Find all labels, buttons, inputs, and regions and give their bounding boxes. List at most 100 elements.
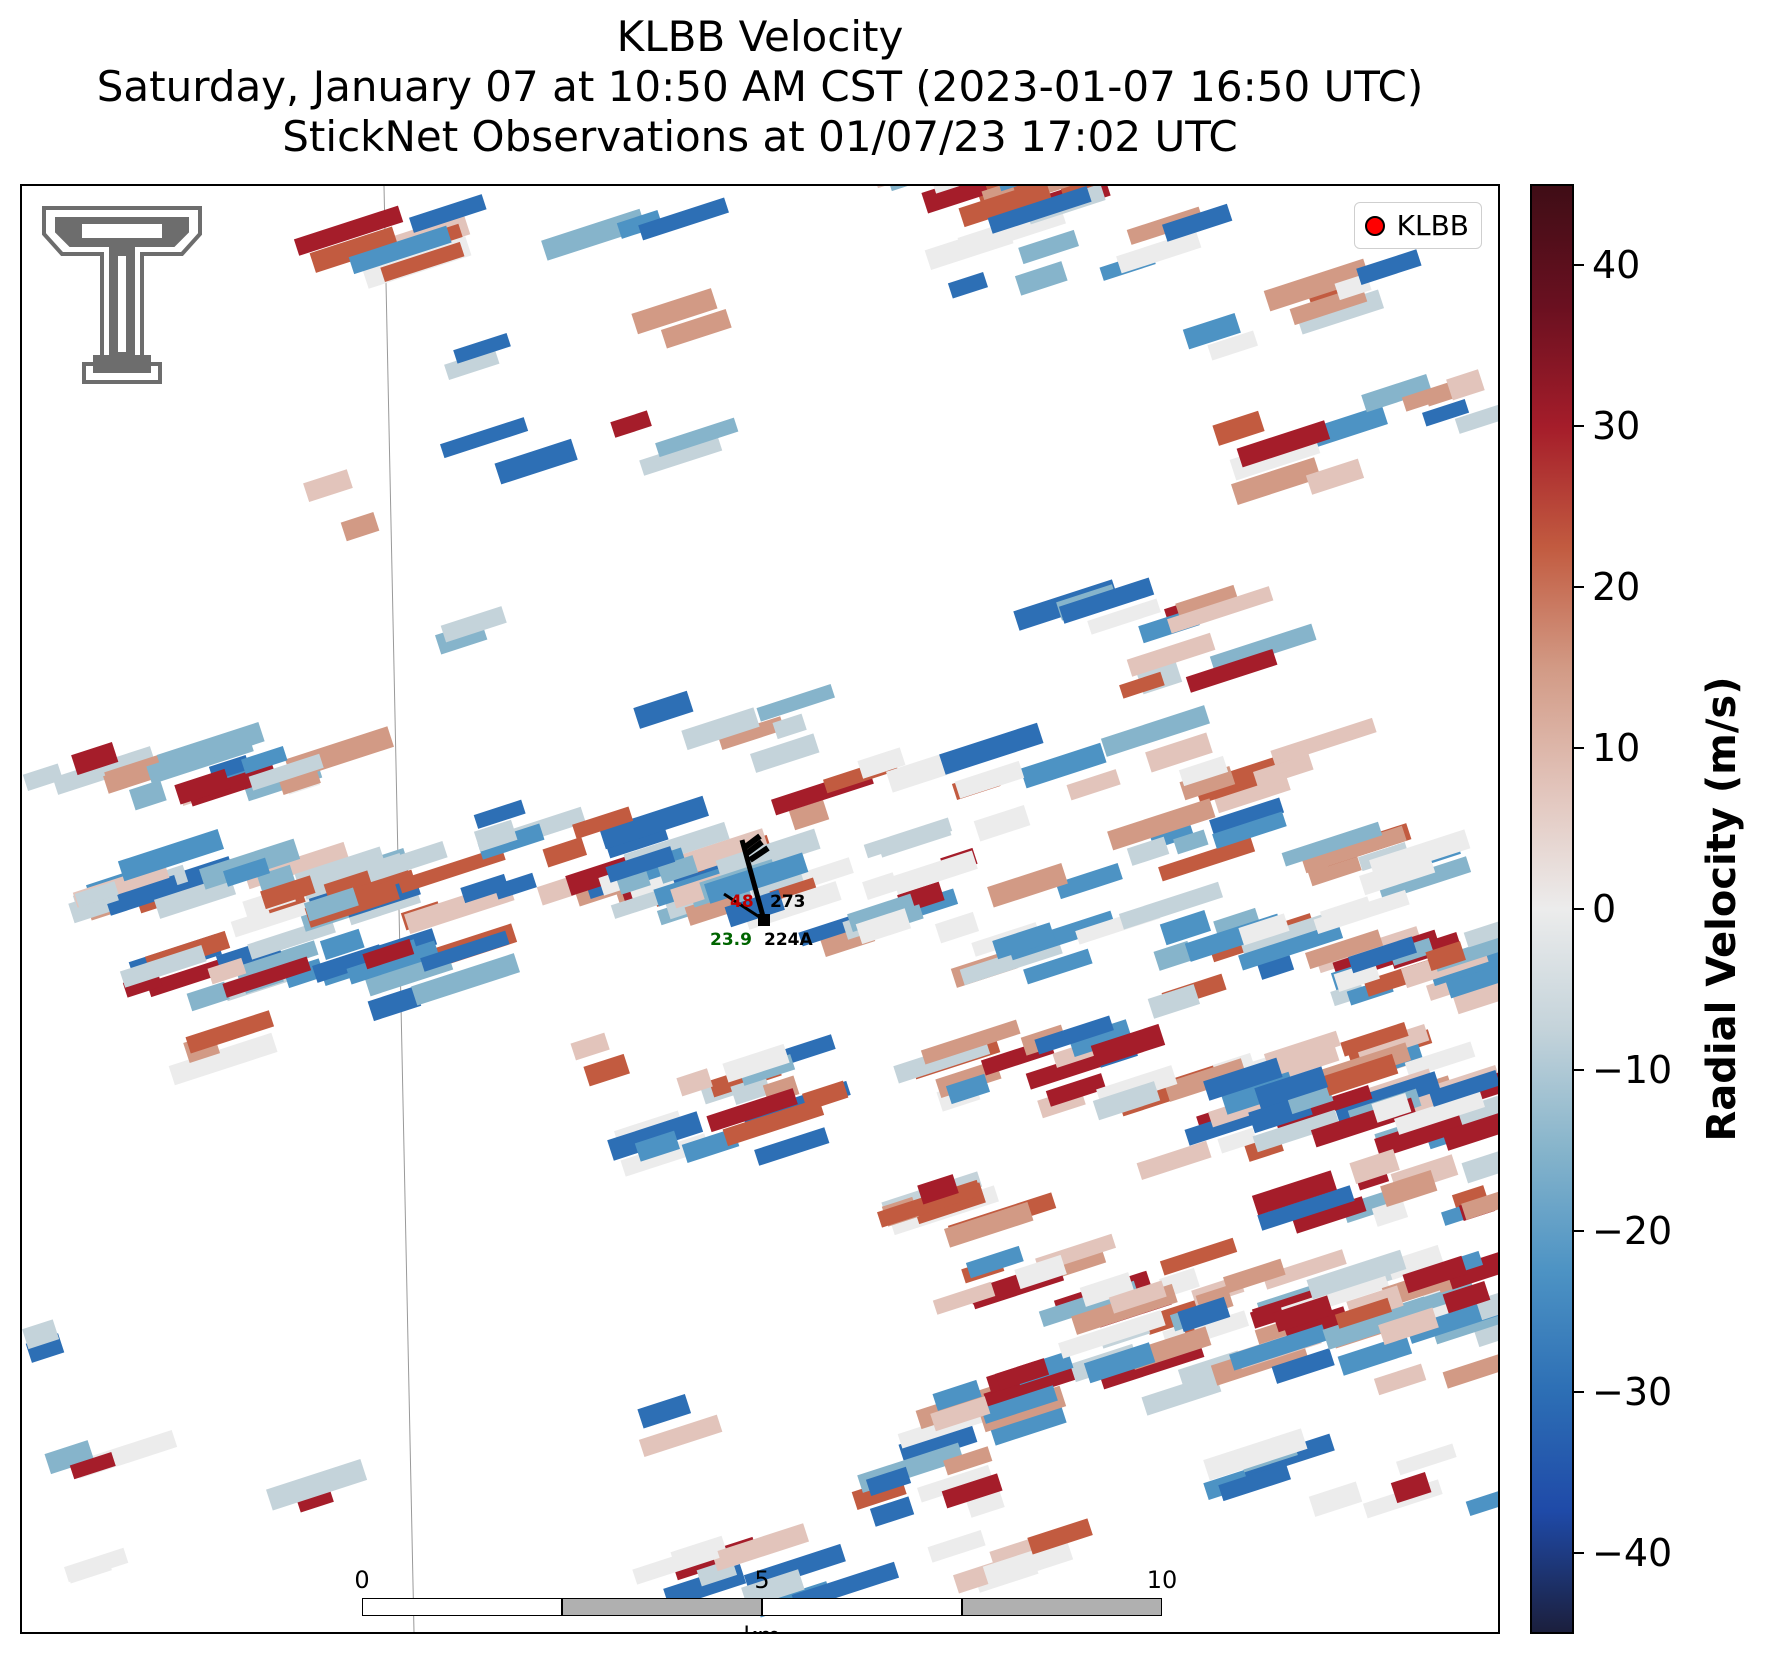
- velocity-gate: [750, 733, 820, 773]
- velocity-gate: [632, 1542, 720, 1585]
- velocity-gate: [1374, 1110, 1469, 1159]
- velocity-gate: [1369, 829, 1471, 880]
- velocity-gate: [869, 1496, 915, 1527]
- velocity-gate: [983, 1365, 1077, 1409]
- velocity-gate: [1238, 913, 1290, 946]
- velocity-gate: [995, 1358, 1050, 1391]
- velocity-gate: [346, 940, 440, 985]
- velocity-gate: [638, 197, 729, 241]
- velocity-gate: [1209, 623, 1317, 673]
- velocity-gate: [1087, 598, 1161, 635]
- radar-map[interactable]: KLBB 48 273 23.9 224A 0 5 10 km: [20, 184, 1500, 1634]
- velocity-gate: [862, 872, 899, 900]
- velocity-colorbar: [1530, 184, 1574, 1634]
- velocity-gate: [1406, 1298, 1498, 1344]
- velocity-gate: [1446, 1241, 1498, 1290]
- velocity-gate: [71, 741, 119, 776]
- velocity-gate: [599, 795, 709, 850]
- velocity-gate: [493, 872, 537, 900]
- velocity-gate: [681, 707, 760, 751]
- velocity-gate: [542, 836, 588, 868]
- velocity-gate: [1058, 577, 1155, 624]
- velocity-gate: [185, 1010, 275, 1054]
- velocity-gate: [927, 1530, 986, 1563]
- velocity-gate: [1380, 1169, 1438, 1208]
- velocity-gate: [711, 1523, 810, 1572]
- velocity-gate: [1308, 1481, 1363, 1517]
- velocity-gate: [610, 410, 652, 438]
- scalebar-tick-5: 5: [754, 1566, 770, 1594]
- velocity-gate: [676, 1068, 713, 1097]
- velocity-gate: [1323, 1053, 1399, 1096]
- velocity-gate: [129, 779, 167, 811]
- velocity-gate: [309, 226, 399, 273]
- colorbar-tick-label: −30: [1592, 1370, 1673, 1415]
- velocity-gate: [954, 760, 1025, 799]
- velocity-gate: [146, 957, 228, 998]
- velocity-gate: [1107, 798, 1216, 851]
- station-plot: [723, 833, 770, 926]
- velocity-gate: [187, 763, 277, 807]
- velocity-gate: [1333, 961, 1380, 992]
- velocity-gate: [1394, 1091, 1485, 1135]
- velocity-gate: [637, 1393, 692, 1429]
- scalebar-segment: [362, 1598, 562, 1616]
- velocity-gate: [607, 1111, 704, 1161]
- velocity-gate: [1396, 1443, 1457, 1476]
- velocity-gate: [898, 1421, 978, 1466]
- velocity-gate: [706, 1088, 798, 1133]
- title-line-1: KLBB Velocity: [616, 12, 904, 61]
- velocity-gate: [1193, 751, 1297, 805]
- velocity-gate: [1126, 632, 1216, 677]
- velocity-gate: [1340, 1021, 1409, 1057]
- velocity-gate: [1442, 1109, 1498, 1151]
- velocity-gate: [52, 746, 156, 795]
- title-line-2: Saturday, January 07 at 10:50 AM CST (20…: [96, 62, 1424, 111]
- scalebar-segment: [962, 1598, 1162, 1616]
- velocity-gate: [1465, 1489, 1498, 1517]
- velocity-gate: [365, 841, 448, 883]
- velocity-gate: [965, 1245, 1024, 1279]
- velocity-gate: [616, 210, 663, 239]
- velocity-gate: [965, 1489, 1005, 1518]
- velocity-gate: [1251, 1170, 1337, 1216]
- velocity-gate: [1119, 671, 1165, 699]
- velocity-gate: [917, 1464, 993, 1503]
- velocity-gate: [293, 205, 404, 256]
- velocity-gate: [186, 981, 230, 1012]
- velocity-gates: [22, 186, 1498, 1618]
- velocity-gate: [863, 817, 953, 859]
- colorbar-tick-mark: [1574, 1069, 1584, 1072]
- velocity-gate: [1136, 1140, 1212, 1180]
- velocity-gate: [1377, 856, 1472, 901]
- velocity-gate: [1126, 836, 1170, 866]
- velocity-gate: [1066, 769, 1121, 801]
- velocity-gate: [1390, 1472, 1432, 1504]
- colorbar-tick-mark: [1574, 585, 1584, 588]
- velocity-gate: [168, 1032, 278, 1086]
- velocity-gate: [1404, 1041, 1476, 1078]
- velocity-gate: [1147, 984, 1201, 1019]
- velocity-gate: [605, 846, 676, 883]
- velocity-gate: [730, 1075, 772, 1106]
- velocity-gate: [1292, 1196, 1367, 1234]
- velocity-gate: [1083, 1342, 1156, 1384]
- velocity-gate: [1454, 390, 1498, 434]
- title-line-3: StickNet Observations at 01/07/23 17:02 …: [282, 112, 1238, 161]
- velocity-gate: [1452, 970, 1498, 1015]
- velocity-gate: [932, 1281, 996, 1315]
- velocity-gate: [248, 753, 324, 791]
- velocity-gate: [941, 1473, 1003, 1509]
- velocity-gate: [266, 1458, 368, 1511]
- velocity-gate: [1058, 1309, 1166, 1359]
- velocity-gate: [1217, 1127, 1258, 1154]
- colorbar-tick-label: −10: [1592, 1048, 1673, 1093]
- scalebar-tick-0: 0: [354, 1566, 370, 1594]
- velocity-gate: [1177, 1296, 1231, 1332]
- velocity-gate: [865, 1466, 912, 1496]
- velocity-gate: [715, 828, 821, 881]
- velocity-gate: [1178, 755, 1229, 787]
- velocity-gate: [1306, 852, 1362, 887]
- velocity-gate: [989, 1404, 1067, 1446]
- velocity-gate: [932, 1379, 982, 1411]
